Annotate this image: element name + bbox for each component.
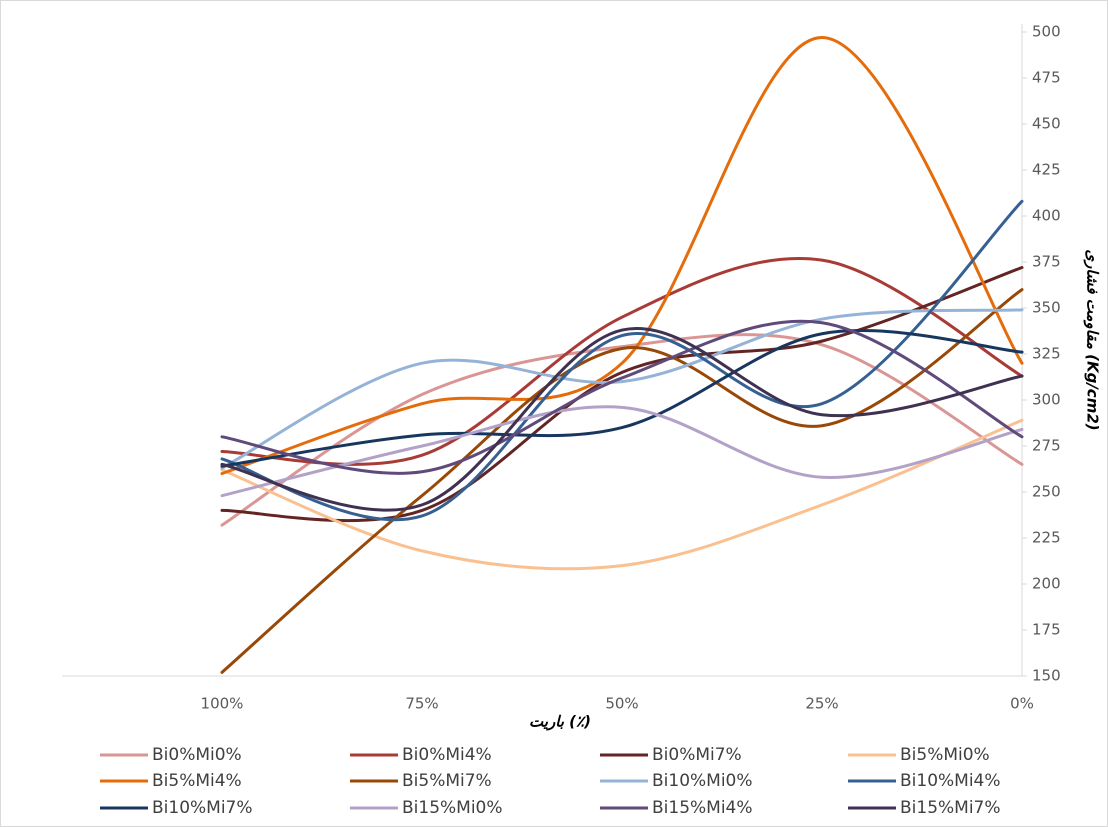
y-axis-title: مقاومت فشاری (Kg/cm2) [1084,249,1102,430]
series-line [220,288,1024,674]
x-tick-label: 75% [405,695,438,713]
x-tick-label: 50% [605,695,638,713]
legend-label: Bi5%Mi4% [152,771,242,791]
legend-label: Bi10%Mi7% [152,798,253,818]
legend-label: Bi5%Mi0% [900,745,990,765]
legend-label: Bi10%Mi4% [900,771,1001,791]
series-line [220,333,1024,527]
legend-label: Bi10%Mi0% [652,771,753,791]
series-line [220,266,1024,523]
series-line [220,199,1024,522]
y-tick-label: 325 [1032,345,1061,363]
y-tick-label: 425 [1032,161,1061,179]
legend-label: Bi15%Mi4% [652,798,753,818]
legend-label: Bi15%Mi7% [900,798,1001,818]
x-tick-label: 100% [201,695,244,713]
legend-label: Bi0%Mi4% [402,745,492,765]
y-tick-label: 275 [1032,437,1061,455]
y-tick-label: 150 [1032,667,1061,685]
legend-label: Bi15%Mi0% [402,798,503,818]
x-axis-title: باریت (٪) [529,713,591,731]
y-tick-label: 450 [1032,115,1061,133]
x-tick-label: 0% [1010,695,1034,713]
y-tick-label: 200 [1032,575,1061,593]
series-line [220,319,1024,475]
y-tick-label: 475 [1032,69,1061,87]
series-line [220,308,1024,470]
y-tick-label: 400 [1032,207,1061,225]
legend-label: Bi5%Mi7% [402,771,492,791]
y-tick-label: 250 [1032,483,1061,501]
series-line [220,256,1024,466]
series-line [220,405,1024,498]
series-line [220,418,1024,571]
x-tick-label: 25% [805,695,838,713]
series-line [220,36,1024,476]
series-line [220,326,1024,512]
y-tick-label: 175 [1032,621,1061,639]
y-tick-label: 350 [1032,299,1061,317]
y-tick-label: 225 [1032,529,1061,547]
y-tick-label: 500 [1032,23,1061,41]
legend-label: Bi0%Mi7% [652,745,742,765]
y-tick-label: 375 [1032,253,1061,271]
y-tick-label: 300 [1032,391,1061,409]
series-line [220,329,1024,468]
legend-label: Bi0%Mi0% [152,745,242,765]
